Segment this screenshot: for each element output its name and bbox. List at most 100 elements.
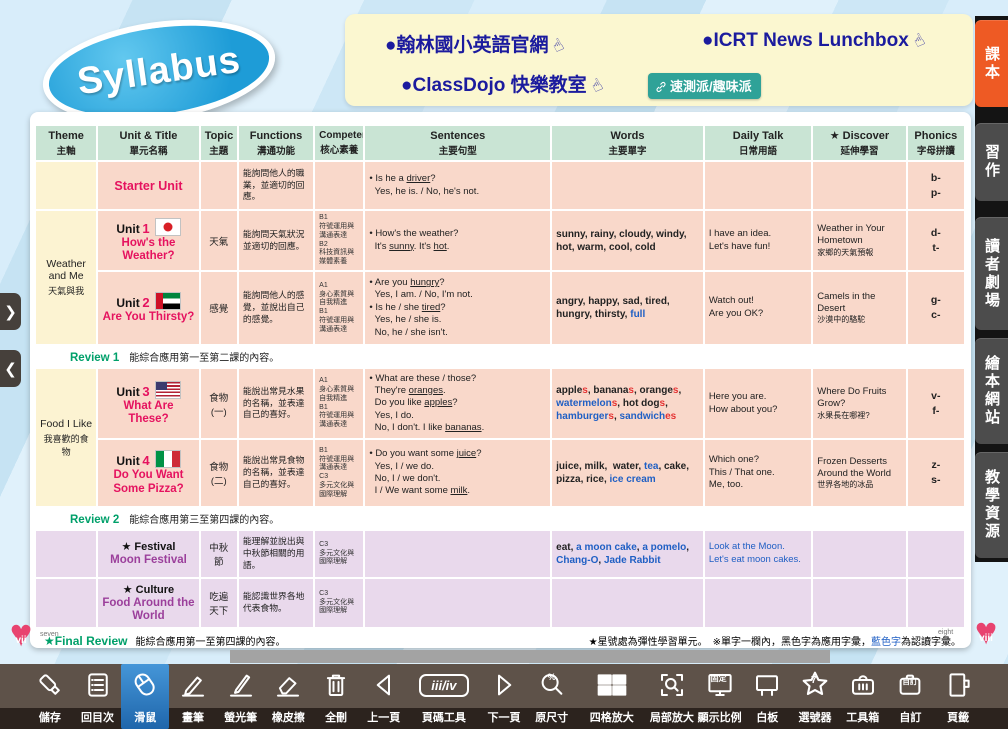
review-1-text: Review 1 能綜合應用第一至第二課的內容。: [36, 346, 964, 367]
mouse-tool-button[interactable]: 滑鼠: [121, 664, 170, 729]
cell-functions: 能詢問天氣狀況並適切的回應。: [238, 211, 314, 270]
cell-phonics: d-t-: [907, 211, 964, 270]
links-banner: ●翰林國小英語官網☝ ●ICRT News Lunchbox☝ ●ClassDo…: [345, 14, 973, 106]
col-sentences: Sentences 主要句型: [365, 126, 551, 160]
row-starter-unit: Starter Unit 能詢問他人的職業，並適切的回應。 • Is he a …: [36, 162, 964, 209]
cell-discover: Weather in Your Hometown 家鄉的天氣預報: [813, 211, 906, 270]
delete-all-button[interactable]: 全刪: [312, 664, 360, 729]
pen-button[interactable]: 畫筆: [169, 664, 217, 729]
col-competency: Competency核心素養: [315, 126, 364, 160]
page-indicator[interactable]: iii/iv: [419, 673, 469, 697]
cell-daily-talk: [704, 579, 812, 627]
zoom-percent-icon: %: [537, 664, 567, 706]
tab-textbook[interactable]: 課本: [975, 20, 1008, 107]
whiteboard-button[interactable]: 白板: [743, 664, 791, 729]
cell-phonics: g-c-: [907, 272, 964, 344]
pointing-hand-icon: ☝: [549, 34, 568, 57]
cell-daily-talk: Look at the Moon. Let's eat moon cakes.: [704, 531, 812, 577]
col-discover: ★ Discover 延伸學習: [813, 126, 906, 160]
toc-button[interactable]: 回目次: [74, 664, 122, 729]
four-pane-zoom-button[interactable]: 四格放大: [576, 664, 649, 729]
review-2-text: Review 2 能綜合應用第三至第四課的內容。: [36, 508, 964, 529]
cell-functions: 能說出常見水果的名稱，並表達自己的喜好。: [238, 369, 314, 438]
cell-discover: Frozen Desserts Around the World 世界各地的冰品: [813, 440, 906, 506]
page-tabs-button[interactable]: 頁籤: [934, 664, 982, 729]
cell-sentences: • Is he a driver? Yes, he is. / No, he's…: [365, 162, 551, 209]
cell-unit: Unit 4 Do You Want Some Pizza?: [98, 440, 199, 506]
left-arrow-icon: [369, 664, 399, 706]
tab-picturebook-site[interactable]: 繪本網站: [975, 338, 1008, 444]
japan-flag-icon: [154, 217, 181, 236]
original-size-button[interactable]: % 原尺寸: [528, 664, 576, 729]
cell-discover: [813, 162, 906, 209]
cell-functions: 能理解並說出與中秋節相關的用語。: [238, 531, 314, 577]
link-hanlin-site[interactable]: ●翰林國小英語官網☝: [385, 34, 568, 57]
scroll-drag-bar[interactable]: [230, 650, 830, 663]
cell-topic: 食物 (一): [200, 369, 237, 438]
save-button[interactable]: 儲存: [26, 664, 74, 729]
cell-competency: C3 多元文化與國際理解: [315, 579, 364, 627]
tab-workbook[interactable]: 習作: [975, 123, 1008, 201]
edge-expand-button[interactable]: ❯: [0, 293, 21, 330]
mouse-icon: [130, 664, 160, 706]
eraser-icon: [273, 664, 303, 706]
final-review-text: 能綜合應用第一至第四課的內容。: [135, 637, 286, 648]
custom-button[interactable]: 自訂 自訂: [887, 664, 935, 729]
tab-readers-theater[interactable]: 讀者劇場: [975, 217, 1008, 330]
cell-unit: Unit 2 Are You Thirsty?: [98, 272, 199, 344]
syllabus-page: Theme 主軸 Unit & Title 單元名稱 Topic 主題 Functio…: [30, 112, 971, 648]
link-icon: [656, 81, 666, 93]
col-words: Words 主要單字: [552, 126, 703, 160]
toolbox-icon: [848, 664, 878, 706]
cell-phonics: [907, 531, 964, 577]
cell-unit: ★ Culture Food Around the World: [98, 579, 199, 627]
toolbox-button[interactable]: 工具箱: [839, 664, 887, 729]
cell-discover: Camels in the Desert 沙漠中的駱駝: [813, 272, 906, 344]
row-unit-4: Unit 4 Do You Want Some Pizza? 食物 (二) 能說出…: [36, 440, 964, 506]
row-festival: ★ Festival Moon Festival 中秋節 能理解並說出與中秋節相…: [36, 531, 964, 577]
display-ratio-button[interactable]: 固定 顯示比例: [696, 664, 744, 729]
bottom-toolbar: 儲存 回目次 滑鼠 畫筆 螢光筆 橡皮擦 全刪 上一頁: [0, 664, 1008, 729]
cell-topic: 天氣: [200, 211, 237, 270]
highlighter-icon: [226, 664, 256, 706]
syllabus-table: Theme 主軸 Unit & Title 單元名稱 Topic 主題 Functio…: [34, 124, 966, 629]
cell-competency: [315, 162, 364, 209]
col-daily-talk: Daily Talk 日常用語: [704, 126, 812, 160]
page-word-right: eight: [938, 629, 954, 636]
highlighter-button[interactable]: 螢光筆: [217, 664, 265, 729]
cell-theme: [36, 531, 97, 577]
cell-competency: B1 符號運用與溝通表達 C3 多元文化與國際理解: [315, 440, 364, 506]
cell-unit: Unit 3 What Are These?: [98, 369, 199, 438]
edge-collapse-button[interactable]: ❮: [0, 350, 21, 387]
usb-save-icon: [35, 664, 65, 706]
cell-daily-talk: Watch out! Are you OK?: [704, 272, 812, 344]
link-classdojo[interactable]: ●ClassDojo 快樂教室☝: [401, 74, 606, 97]
eraser-button[interactable]: 橡皮擦: [265, 664, 313, 729]
next-page-button[interactable]: 下一頁: [480, 664, 528, 729]
trash-icon: [321, 664, 351, 706]
cell-unit: ★ Festival Moon Festival: [98, 531, 199, 577]
cell-theme-weather: Weather and Me 天氣與我: [36, 211, 97, 344]
cell-theme-food: Food I Like 我喜歡的食物: [36, 369, 97, 506]
cell-topic: 食物 (二): [200, 440, 237, 506]
partial-zoom-button[interactable]: 局部放大: [648, 664, 696, 729]
cell-topic: 吃遍 天下: [200, 579, 237, 627]
cell-discover: [813, 531, 906, 577]
link-icrt-lunchbox[interactable]: ●ICRT News Lunchbox☝: [702, 29, 928, 52]
tab-teaching-resources[interactable]: 教學資源: [975, 452, 1008, 558]
four-grid-icon: [595, 664, 629, 706]
number-picker-button[interactable]: 7 選號器: [791, 664, 839, 729]
right-arrow-icon: [489, 664, 519, 706]
cell-competency: C3 多元文化與國際理解: [315, 531, 364, 577]
cell-discover: Where Do Fruits Grow? 水果長在哪裡?: [813, 369, 906, 438]
page-tool-button[interactable]: iii/iv 頁碼工具: [408, 664, 481, 729]
uae-flag-icon: [154, 291, 181, 310]
cell-words: [552, 162, 703, 209]
prev-page-button[interactable]: 上一頁: [360, 664, 408, 729]
quiz-badge-button[interactable]: 速測派/趣味派: [648, 73, 761, 99]
cell-words: apples, bananas, oranges, watermelons, ho…: [552, 369, 703, 438]
cell-phonics: z-s-: [907, 440, 964, 506]
page-number-left-heart: ♥ vii: [9, 613, 33, 655]
col-phonics: Phonics 字母拼讀: [907, 126, 964, 160]
cell-functions: 能說出常見食物的名稱，並表達自己的喜好。: [238, 440, 314, 506]
